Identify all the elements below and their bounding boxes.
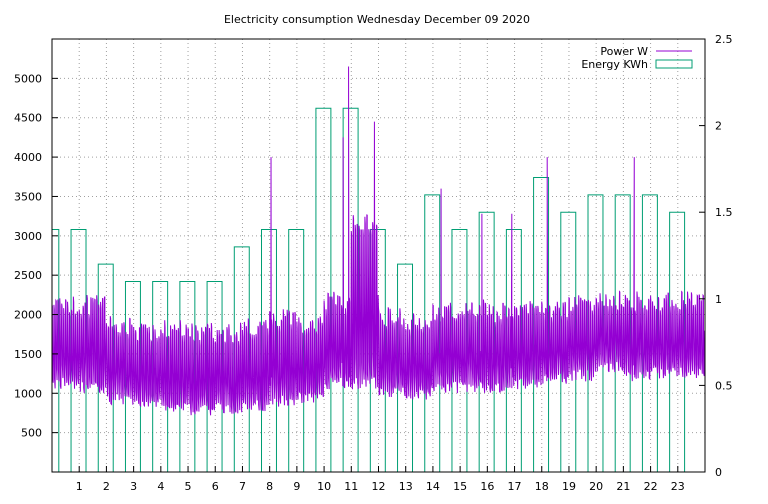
legend-label-energy: Energy KWh (581, 58, 648, 71)
x-tick-label: 16 (480, 480, 494, 493)
x-tick-label: 2 (103, 480, 110, 493)
x-tick-label: 3 (130, 480, 137, 493)
x-tick-label: 5 (185, 480, 192, 493)
x-tick-label: 12 (372, 480, 386, 493)
x-tick-label: 9 (293, 480, 300, 493)
y-tick-label: 500 (21, 427, 42, 440)
x-tick-label: 20 (589, 480, 603, 493)
x-tick-label: 6 (212, 480, 219, 493)
x-tick-label: 4 (157, 480, 164, 493)
y-tick-label: 3000 (14, 230, 42, 243)
y-tick-label: 4500 (14, 112, 42, 125)
x-tick-label: 21 (616, 480, 630, 493)
x-tick-label: 18 (535, 480, 549, 493)
x-tick-label: 10 (317, 480, 331, 493)
legend-swatch-energy (655, 59, 693, 69)
y2-tick-label: 1.5 (715, 206, 733, 219)
x-axis-ticks: 1 2 3 4 5 6 7 8 9 10 11 12 13 14 15 16 17 18 19 20 21 22 23 (76, 466, 685, 493)
x-tick-label: 22 (644, 480, 658, 493)
power-series (51, 66, 706, 416)
y2-tick-label: 0 (715, 466, 722, 479)
y2-tick-label: 2 (715, 120, 722, 133)
y-axis-ticks: 500 1000 1500 2000 2500 3000 3500 4000 4500 5000 (14, 72, 58, 440)
legend-label-power: Power W (600, 45, 648, 58)
y-tick-label: 1500 (14, 348, 42, 361)
x-tick-label: 15 (453, 480, 467, 493)
grid-lines (52, 39, 705, 472)
x-tick-label: 7 (239, 480, 246, 493)
x-tick-label: 17 (508, 480, 522, 493)
y-tick-label: 2000 (14, 309, 42, 322)
energy-bar (315, 107, 332, 472)
y2-axis-ticks: 0 0.5 1 1.5 2 2.5 (699, 33, 733, 479)
x-tick-label: 23 (671, 480, 685, 493)
y-tick-label: 2500 (14, 269, 42, 282)
x-tick-label: 14 (426, 480, 440, 493)
y-tick-label: 4000 (14, 151, 42, 164)
y2-tick-label: 0.5 (715, 379, 733, 392)
x-tick-label: 11 (344, 480, 358, 493)
chart-legend: Power W Energy KWh (581, 45, 693, 71)
power-line (51, 66, 706, 416)
y-tick-label: 3500 (14, 190, 42, 203)
y2-tick-label: 2.5 (715, 33, 733, 46)
x-tick-label: 19 (562, 480, 576, 493)
y-tick-label: 1000 (14, 387, 42, 400)
x-tick-label: 8 (266, 480, 273, 493)
chart-title: Electricity consumption Wednesday Decemb… (224, 13, 530, 26)
y-tick-label: 5000 (14, 72, 42, 85)
x-tick-label: 13 (399, 480, 413, 493)
y2-tick-label: 1 (715, 293, 722, 306)
x-tick-label: 1 (76, 480, 83, 493)
